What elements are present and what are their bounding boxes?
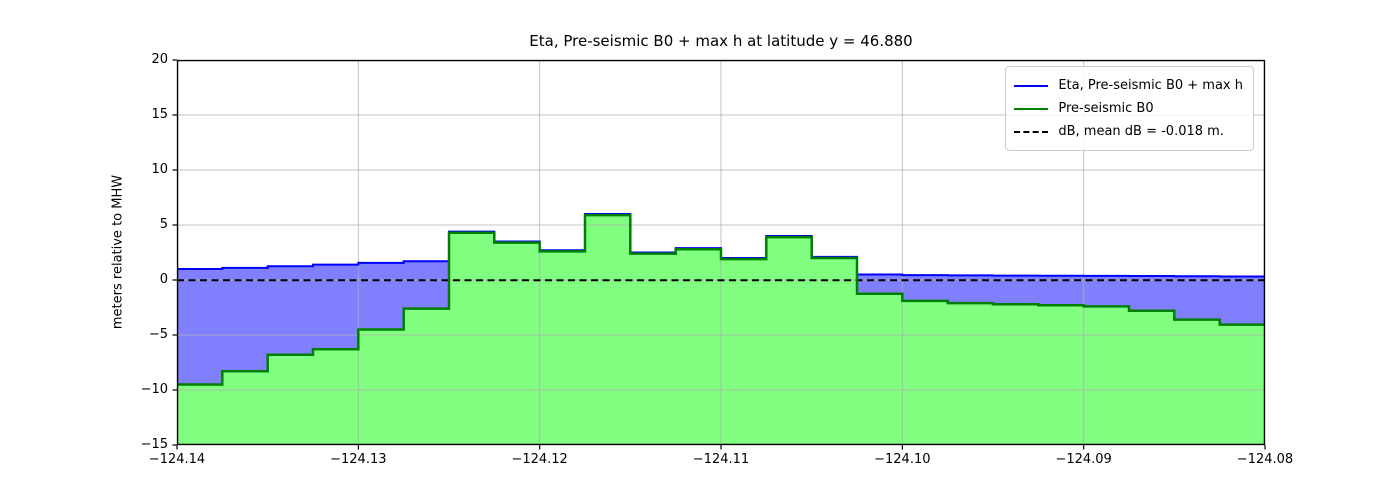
b0-line-sample-icon <box>1014 107 1049 110</box>
y-tick-label: −10 <box>140 382 168 397</box>
legend-label-b0: Pre-seismic B0 <box>1058 101 1154 116</box>
y-tick-label: 10 <box>151 162 168 177</box>
legend-item-b0: Pre-seismic B0 <box>1014 97 1243 120</box>
y-tick-label: −5 <box>148 327 168 342</box>
legend-label-eta: Eta, Pre-seismic B0 + max h <box>1058 78 1243 93</box>
eta-line-sample-icon <box>1014 84 1049 87</box>
x-tick-label: −124.08 <box>1236 452 1294 467</box>
y-tick-label: 15 <box>151 107 168 122</box>
legend-item-eta: Eta, Pre-seismic B0 + max h <box>1014 74 1243 97</box>
legend-label-db: dB, mean dB = -0.018 m. <box>1058 124 1224 139</box>
x-tick-label: −124.12 <box>511 452 568 467</box>
y-tick-label: 20 <box>151 52 168 67</box>
b0-line <box>177 213 1265 386</box>
legend-item-db: dB, mean dB = -0.018 m. <box>1014 120 1243 143</box>
x-tick-label: −124.11 <box>692 452 750 467</box>
chart-title: Eta, Pre-seismic B0 + max h at latitude … <box>529 32 913 50</box>
y-tick-label: 0 <box>159 272 168 287</box>
y-axis-label: meters relative to MHW <box>110 174 126 330</box>
x-tick-label: −124.13 <box>330 452 387 467</box>
x-tick-label: −124.10 <box>874 452 931 467</box>
axes-frame <box>176 59 1266 446</box>
legend: Eta, Pre-seismic B0 + max h Pre-seismic … <box>1005 66 1254 151</box>
db-dashed-line-sample-icon <box>1014 130 1049 133</box>
y-tick-label: 5 <box>159 217 168 232</box>
x-tick-label: −124.09 <box>1055 452 1112 467</box>
y-tick-label: −15 <box>140 437 168 452</box>
x-tick-label: −124.14 <box>148 452 206 467</box>
